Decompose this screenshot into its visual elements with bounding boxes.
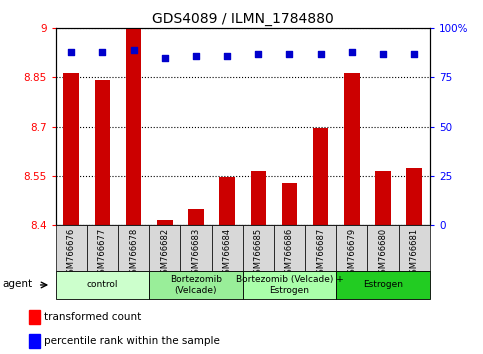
- Bar: [149, 225, 180, 271]
- Text: Bortezomib (Velcade) +
Estrogen: Bortezomib (Velcade) + Estrogen: [236, 275, 343, 295]
- Bar: [336, 225, 368, 271]
- Bar: [56, 225, 87, 271]
- Bar: [126, 29, 142, 225]
- Point: [67, 49, 75, 55]
- Point: [129, 47, 137, 53]
- Bar: [28, 334, 40, 348]
- Bar: [118, 225, 149, 271]
- Text: GSM766682: GSM766682: [160, 228, 169, 279]
- Text: Bortezomib
(Velcade): Bortezomib (Velcade): [170, 275, 222, 295]
- Bar: [398, 225, 430, 271]
- Point: [411, 51, 418, 57]
- Point: [348, 49, 356, 55]
- Point: [379, 51, 387, 57]
- Point: [192, 53, 200, 59]
- Bar: [242, 271, 336, 299]
- Text: GSM766676: GSM766676: [67, 228, 76, 279]
- Bar: [251, 171, 266, 225]
- Title: GDS4089 / ILMN_1784880: GDS4089 / ILMN_1784880: [152, 12, 334, 26]
- Point: [223, 53, 231, 59]
- Text: percentile rank within the sample: percentile rank within the sample: [44, 336, 220, 346]
- Text: GSM766685: GSM766685: [254, 228, 263, 279]
- Bar: [242, 225, 274, 271]
- Bar: [375, 171, 391, 225]
- Bar: [180, 225, 212, 271]
- Bar: [95, 80, 110, 225]
- Text: GSM766678: GSM766678: [129, 228, 138, 279]
- Point: [161, 55, 169, 61]
- Bar: [212, 225, 242, 271]
- Text: GSM766683: GSM766683: [191, 228, 200, 279]
- Bar: [157, 220, 172, 225]
- Point: [285, 51, 293, 57]
- Bar: [63, 73, 79, 225]
- Bar: [344, 73, 360, 225]
- Point: [317, 51, 325, 57]
- Bar: [282, 183, 298, 225]
- Text: agent: agent: [3, 279, 33, 289]
- Text: GSM766679: GSM766679: [347, 228, 356, 279]
- Text: control: control: [86, 280, 118, 290]
- Bar: [56, 271, 149, 299]
- Bar: [274, 225, 305, 271]
- Bar: [28, 310, 40, 324]
- Bar: [219, 177, 235, 225]
- Bar: [313, 127, 328, 225]
- Bar: [188, 209, 204, 225]
- Text: GSM766687: GSM766687: [316, 228, 325, 279]
- Bar: [305, 225, 336, 271]
- Text: transformed count: transformed count: [44, 312, 142, 322]
- Text: GSM766681: GSM766681: [410, 228, 419, 279]
- Point: [255, 51, 262, 57]
- Text: GSM766680: GSM766680: [379, 228, 387, 279]
- Text: GSM766677: GSM766677: [98, 228, 107, 279]
- Text: GSM766684: GSM766684: [223, 228, 232, 279]
- Bar: [336, 271, 430, 299]
- Bar: [87, 225, 118, 271]
- Bar: [149, 271, 242, 299]
- Bar: [368, 225, 398, 271]
- Point: [99, 49, 106, 55]
- Bar: [407, 169, 422, 225]
- Text: Estrogen: Estrogen: [363, 280, 403, 290]
- Text: GSM766686: GSM766686: [285, 228, 294, 279]
